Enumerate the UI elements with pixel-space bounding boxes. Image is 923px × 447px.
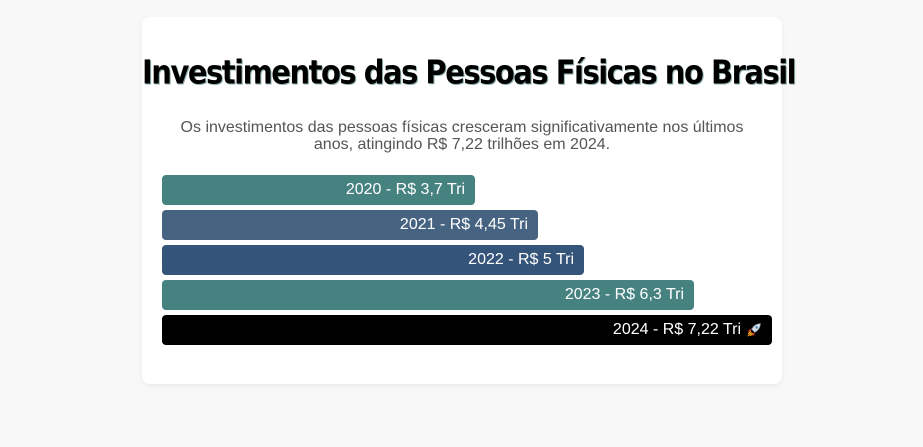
bar-2024: 2024 - R$ 7,22 Tri xyxy=(162,315,772,345)
bar-label-2021: 2021 - R$ 4,45 Tri xyxy=(399,216,528,233)
bar-label-2020: 2020 - R$ 3,7 Tri xyxy=(345,181,465,198)
bar-label-2023: 2023 - R$ 6,3 Tri xyxy=(564,286,684,303)
bar-label-2024: 2024 - R$ 7,22 Tri xyxy=(612,321,741,338)
bar-label-2022: 2022 - R$ 5 Tri xyxy=(468,251,574,268)
chart-title: Investimentos das Pessoas Físicas no Bra… xyxy=(142,52,797,92)
bar-2023: 2023 - R$ 6,3 Tri xyxy=(162,280,694,310)
bar-list: 2020 - R$ 3,7 Tri 2021 - R$ 4,45 Tri 2022 … xyxy=(162,175,772,345)
bar-2020: 2020 - R$ 3,7 Tri xyxy=(162,175,475,205)
rocket-icon xyxy=(747,323,761,337)
chart-card: Investimentos das Pessoas Físicas no Bra… xyxy=(142,17,797,384)
chart-subtitle: Os investimentos das pessoas físicas cre… xyxy=(180,119,744,153)
bar-2021: 2021 - R$ 4,45 Tri xyxy=(162,210,538,240)
bar-2022: 2022 - R$ 5 Tri xyxy=(162,245,584,275)
